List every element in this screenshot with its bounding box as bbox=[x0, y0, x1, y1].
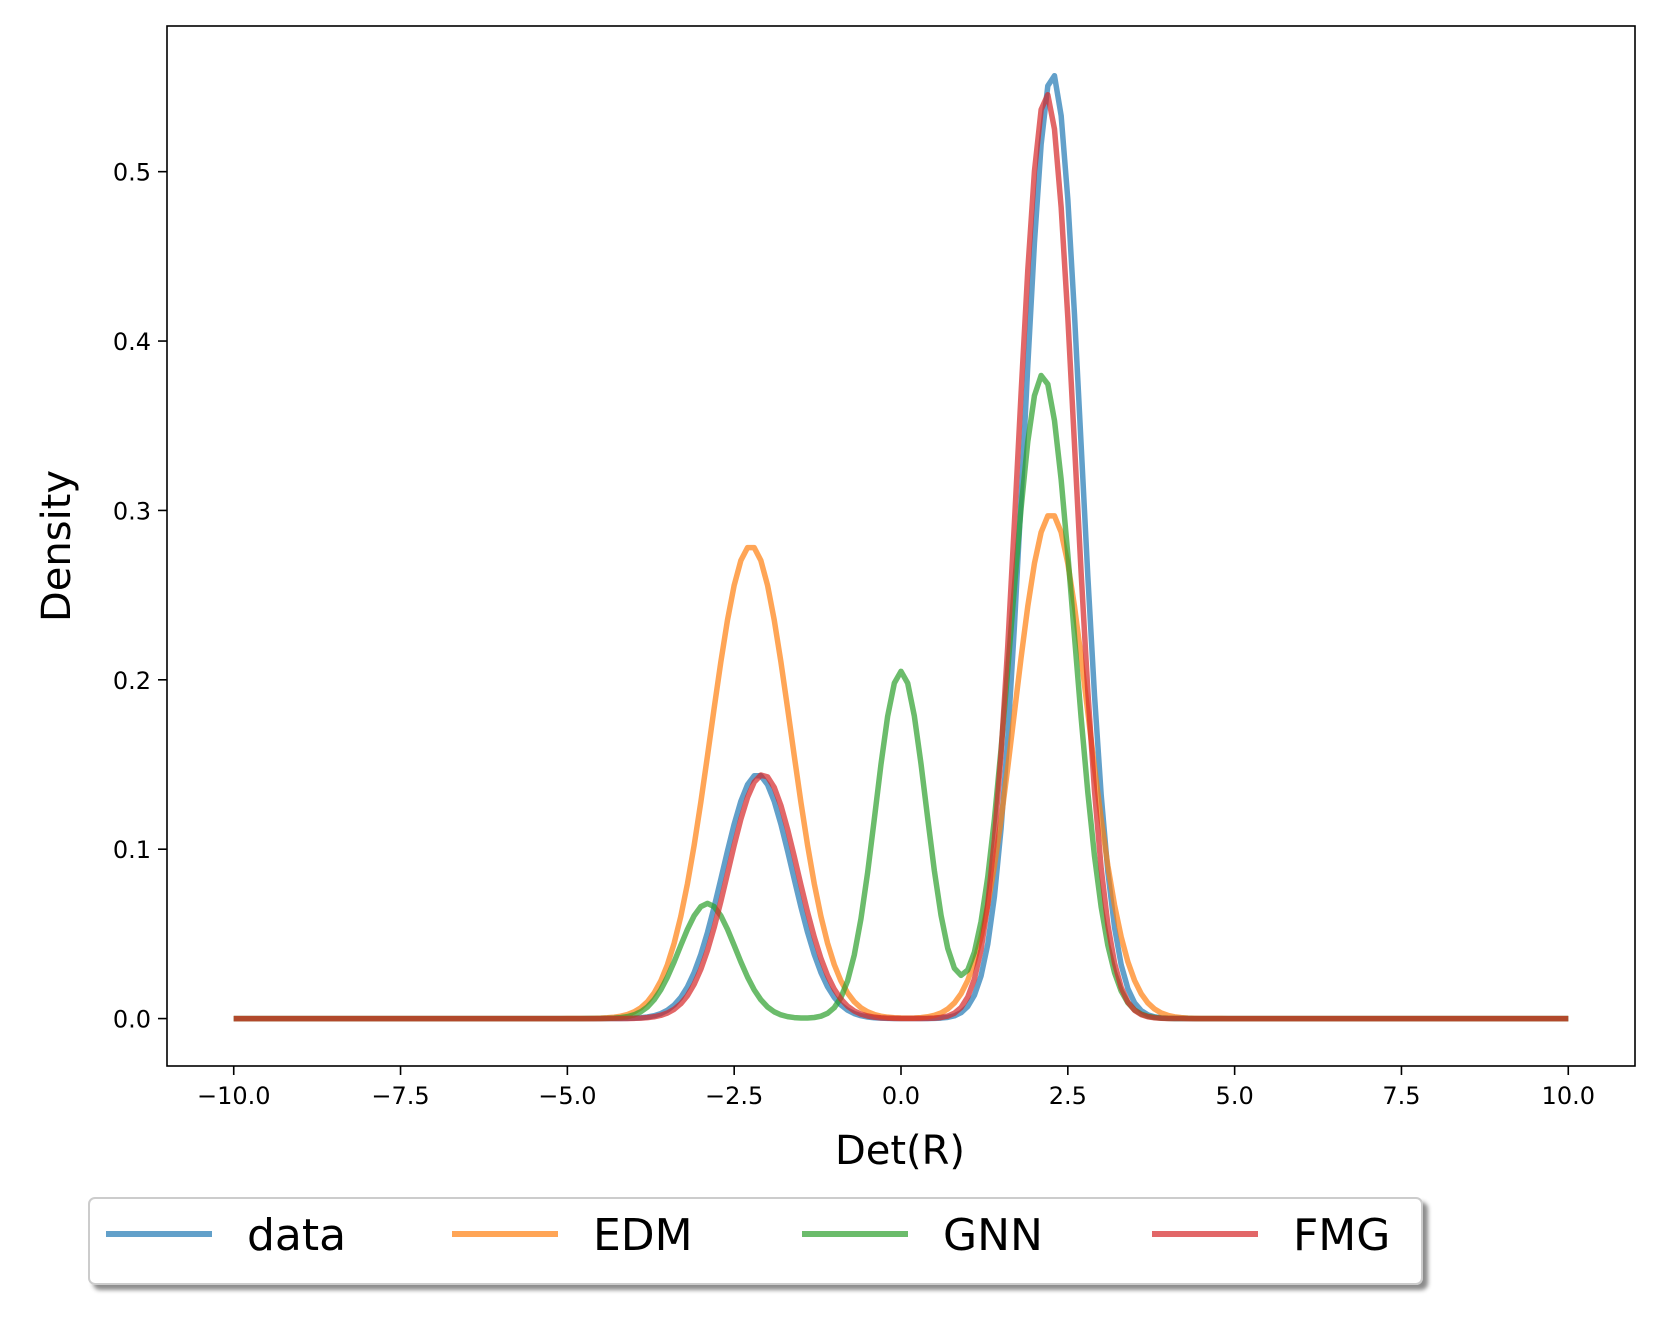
x-axis-label: Det(R) bbox=[835, 1128, 965, 1174]
series-line-fmg bbox=[233, 92, 1569, 1022]
legend-label-fmg: FMG bbox=[1293, 1210, 1390, 1261]
plot-frame bbox=[166, 25, 1636, 1067]
x-tick-label: 7.5 bbox=[1382, 1082, 1420, 1110]
legend-box bbox=[88, 1197, 1423, 1285]
series-line-data bbox=[233, 72, 1569, 1022]
x-axis: −10.0 −7.5 −5.0 −2.5 0.0 2.5 5.0 7.5 10.0 bbox=[197, 1066, 1595, 1110]
x-tick-label: 5.0 bbox=[1216, 1082, 1254, 1110]
plot-series bbox=[233, 72, 1569, 1022]
y-tick-label: 0.3 bbox=[113, 497, 151, 525]
x-tick-label: 2.5 bbox=[1049, 1082, 1087, 1110]
x-tick-label: −7.5 bbox=[371, 1082, 429, 1110]
x-tick-label: 0.0 bbox=[882, 1082, 920, 1110]
series-line-edm bbox=[233, 513, 1569, 1022]
y-axis: 0.0 0.1 0.2 0.3 0.4 0.5 bbox=[113, 159, 167, 1034]
legend-label-gnn: GNN bbox=[943, 1210, 1043, 1261]
series-line-gnn bbox=[233, 372, 1569, 1022]
legend: data EDM GNN FMG bbox=[88, 1197, 1423, 1285]
y-tick-label: 0.2 bbox=[113, 667, 151, 695]
x-tick-label: −10.0 bbox=[197, 1082, 271, 1110]
y-tick-label: 0.5 bbox=[113, 159, 151, 187]
legend-label-edm: EDM bbox=[593, 1210, 693, 1261]
y-tick-label: 0.4 bbox=[113, 328, 151, 356]
x-tick-label: 10.0 bbox=[1542, 1082, 1595, 1110]
y-tick-label: 0.0 bbox=[113, 1006, 151, 1034]
x-tick-label: −5.0 bbox=[538, 1082, 596, 1110]
y-tick-label: 0.1 bbox=[113, 836, 151, 864]
legend-label-data: data bbox=[247, 1210, 346, 1261]
x-tick-label: −2.5 bbox=[705, 1082, 763, 1110]
y-axis-label: Density bbox=[34, 470, 80, 622]
